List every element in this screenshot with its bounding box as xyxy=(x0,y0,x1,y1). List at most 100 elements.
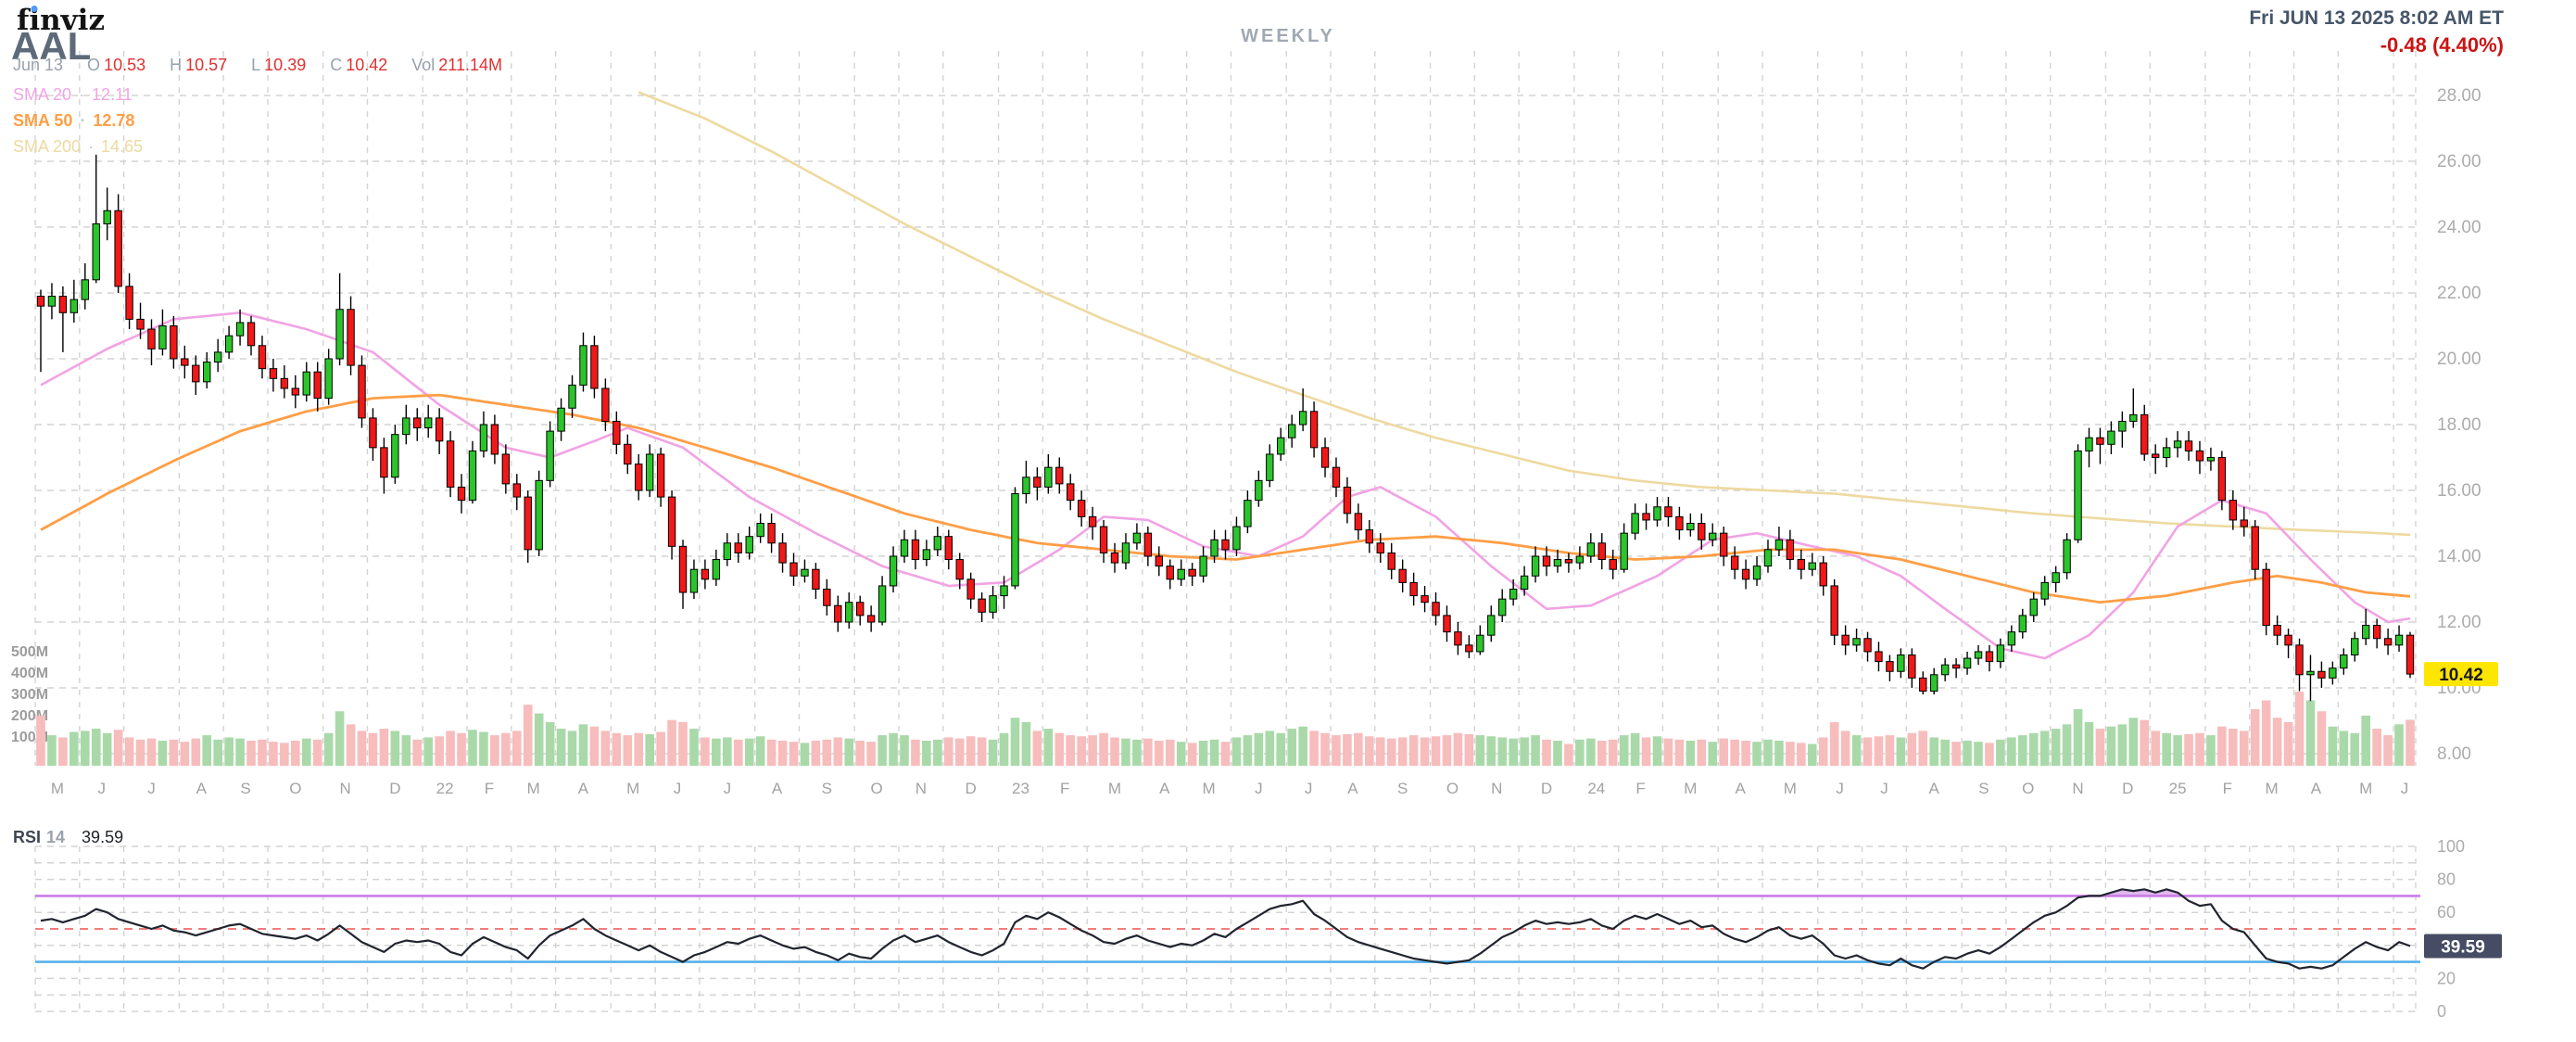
svg-text:A: A xyxy=(772,780,783,797)
candle-down xyxy=(1542,555,1551,567)
volume-bar xyxy=(2250,708,2260,766)
svg-text:23: 23 xyxy=(1012,780,1029,797)
candle-up xyxy=(2018,615,2027,633)
candle-up xyxy=(933,536,942,551)
volume-bar xyxy=(1243,735,1253,766)
svg-text:18.00: 18.00 xyxy=(2437,415,2481,435)
candle-down xyxy=(2273,625,2281,636)
volume-bar xyxy=(435,736,444,766)
candle-up xyxy=(335,309,344,360)
candle-down xyxy=(1730,555,1739,570)
candle-down xyxy=(524,496,532,551)
finviz-logo[interactable]: finviz xyxy=(17,4,105,37)
volume-bar xyxy=(1974,742,1983,766)
volume-bar xyxy=(623,735,633,766)
volume-bar xyxy=(1453,732,1463,766)
volume-bar xyxy=(2394,724,2404,766)
candle-up xyxy=(1498,598,1507,616)
svg-text:M: M xyxy=(1202,780,1215,797)
candle-up xyxy=(723,542,732,561)
candle-down xyxy=(1332,466,1341,488)
volume-bar xyxy=(1420,737,1430,766)
candle-up xyxy=(1631,513,1639,534)
candle-down xyxy=(1387,552,1395,570)
volume-bars[interactable] xyxy=(36,692,2415,766)
volume-bar xyxy=(2007,737,2016,766)
volume-bar xyxy=(1155,740,1164,766)
volume-bar xyxy=(246,740,256,766)
volume-bar xyxy=(1332,735,1341,766)
volume-bar xyxy=(943,737,953,766)
volume-bar xyxy=(701,737,710,766)
candlestick-series[interactable] xyxy=(36,154,2415,702)
quote-open: O 10.53 xyxy=(87,56,146,74)
volume-bar xyxy=(954,738,965,766)
rsi-gridlines xyxy=(35,845,2420,1012)
candle-up xyxy=(2351,638,2359,655)
volume-bar xyxy=(1121,738,1130,766)
volume-bar xyxy=(2350,732,2360,766)
candle-down xyxy=(1664,506,1673,517)
volume-bar xyxy=(1209,739,1219,766)
volume-bar xyxy=(2217,726,2227,766)
svg-text:M: M xyxy=(2359,780,2372,797)
rsi-axis-labels: 100 80 60 20 0 xyxy=(2437,837,2465,1021)
volume-bar xyxy=(2151,731,2160,766)
month-axis-labels: M J J A S O N D 22 F M A M J J A S O N D 23 F M A M J J A S O N D 24 F M A M… xyxy=(51,780,2408,797)
candle-up xyxy=(2329,667,2337,679)
svg-text:N: N xyxy=(915,780,927,797)
volume-bar xyxy=(678,722,688,766)
candle-down xyxy=(1067,483,1075,502)
volume-bar xyxy=(789,742,799,766)
candle-up xyxy=(1752,565,1762,580)
candle-up xyxy=(2085,437,2093,451)
month-gridlines xyxy=(34,51,2417,1011)
svg-text:S: S xyxy=(1397,780,1408,797)
svg-text:20.00: 20.00 xyxy=(2437,349,2481,369)
volume-bar xyxy=(911,739,920,766)
candle-down xyxy=(978,598,986,613)
svg-text:300M: 300M xyxy=(11,687,48,703)
volume-bar xyxy=(1907,732,1917,766)
svg-text:J: J xyxy=(1305,780,1313,797)
candle-up xyxy=(1287,424,1296,438)
candle-up xyxy=(2052,572,2060,583)
volume-bar xyxy=(280,743,289,766)
volume-bar xyxy=(357,731,367,766)
volume-bar xyxy=(1187,743,1197,766)
svg-text:8.00: 8.00 xyxy=(2437,744,2471,764)
svg-text:25: 25 xyxy=(2169,780,2187,797)
volume-bar xyxy=(1851,735,1862,766)
candle-up xyxy=(756,523,764,538)
candle-down xyxy=(2140,413,2149,455)
candle-up xyxy=(1553,559,1562,567)
candle-down xyxy=(1454,631,1462,646)
volume-bar xyxy=(2206,735,2216,766)
candle-down xyxy=(2406,634,2415,675)
volume-bar xyxy=(889,732,898,766)
svg-text:D: D xyxy=(1541,780,1552,797)
volume-bar xyxy=(534,713,544,766)
candle-down xyxy=(2295,644,2304,676)
svg-text:M: M xyxy=(626,780,639,797)
candle-up xyxy=(1177,568,1185,580)
svg-text:39.59: 39.59 xyxy=(2441,938,2485,958)
svg-text:F: F xyxy=(1635,780,1645,797)
candle-down xyxy=(501,453,511,485)
volume-bar xyxy=(91,729,101,766)
volume-bar xyxy=(689,729,699,766)
volume-bar xyxy=(1940,739,1950,766)
candle-up xyxy=(424,417,433,429)
volume-bar xyxy=(1818,737,1828,766)
volume-bar xyxy=(1365,736,1374,766)
candle-up xyxy=(1930,674,1938,693)
volume-bar xyxy=(1320,732,1330,766)
volume-bar xyxy=(1863,737,1873,766)
volume-bar xyxy=(1198,740,1208,766)
candle-down xyxy=(955,559,964,580)
candle-down xyxy=(1642,513,1650,521)
volume-bar xyxy=(1531,735,1540,766)
volume-bar xyxy=(822,739,832,766)
